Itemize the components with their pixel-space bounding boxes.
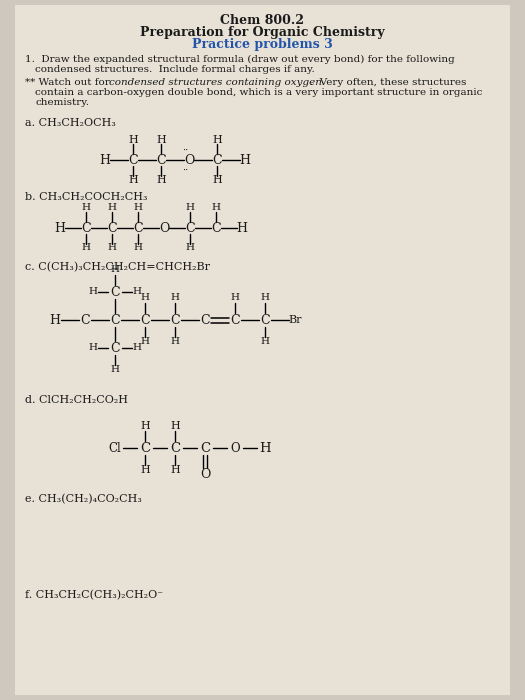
Text: H: H: [212, 175, 222, 185]
Text: condensed structures containing oxygen: condensed structures containing oxygen: [109, 78, 322, 87]
Text: ··: ··: [182, 146, 188, 155]
Text: C: C: [200, 442, 210, 454]
Text: c. C(CH₃)₃CH₂CH₂CH=CHCH₂Br: c. C(CH₃)₃CH₂CH₂CH=CHCH₂Br: [25, 262, 210, 272]
Text: H: H: [89, 288, 98, 297]
Text: H: H: [110, 265, 120, 274]
Text: H: H: [185, 204, 194, 213]
Text: C: C: [110, 342, 120, 354]
Text: H: H: [239, 153, 250, 167]
Text: H: H: [170, 421, 180, 431]
Text: C: C: [140, 314, 150, 326]
Text: H: H: [141, 293, 150, 302]
Text: contain a carbon-oxygen double bond, which is a very important structure in orga: contain a carbon-oxygen double bond, whi…: [35, 88, 482, 97]
Text: C: C: [80, 314, 90, 326]
Text: H: H: [110, 365, 120, 375]
Text: H: H: [156, 135, 166, 145]
Text: H: H: [260, 293, 269, 302]
Text: H: H: [49, 314, 60, 326]
Text: H: H: [81, 204, 90, 213]
Text: H: H: [89, 344, 98, 353]
Text: H: H: [128, 135, 138, 145]
Text: C: C: [133, 221, 143, 234]
Text: f. CH₃CH₂C(CH₃)₂CH₂O⁻: f. CH₃CH₂C(CH₃)₂CH₂O⁻: [25, 590, 163, 601]
Text: Chem 800.2: Chem 800.2: [220, 14, 304, 27]
Text: O: O: [159, 221, 169, 234]
Text: 1.  Draw the expanded structural formula (draw out every bond) for the following: 1. Draw the expanded structural formula …: [25, 55, 455, 64]
Text: C: C: [110, 286, 120, 298]
Text: C: C: [230, 314, 240, 326]
Text: d. ClCH₂CH₂CO₂H: d. ClCH₂CH₂CO₂H: [25, 395, 128, 405]
Text: H: H: [132, 344, 142, 353]
Text: condensed structures.  Include formal charges if any.: condensed structures. Include formal cha…: [35, 65, 315, 74]
Text: H: H: [185, 244, 194, 253]
Text: e. CH₃(CH₂)₄CO₂CH₃: e. CH₃(CH₂)₄CO₂CH₃: [25, 494, 142, 504]
Text: ** Watch out for: ** Watch out for: [25, 78, 113, 87]
Text: Practice problems 3: Practice problems 3: [192, 38, 332, 51]
Text: H: H: [171, 337, 180, 346]
Text: H: H: [141, 337, 150, 346]
Text: a. CH₃CH₂OCH₃: a. CH₃CH₂OCH₃: [25, 118, 116, 128]
Text: O: O: [184, 153, 194, 167]
Text: H: H: [171, 293, 180, 302]
Text: H: H: [140, 421, 150, 431]
Text: C: C: [140, 442, 150, 454]
Text: C: C: [200, 314, 210, 326]
Text: H: H: [260, 337, 269, 346]
Text: H: H: [133, 244, 142, 253]
Text: .  Very often, these structures: . Very often, these structures: [310, 78, 466, 87]
Text: O: O: [230, 442, 240, 454]
Text: ··: ··: [182, 165, 188, 174]
Text: C: C: [170, 442, 180, 454]
Text: Br: Br: [288, 315, 302, 325]
Text: H: H: [100, 153, 110, 167]
Text: H: H: [81, 244, 90, 253]
Text: H: H: [212, 135, 222, 145]
Text: H: H: [170, 465, 180, 475]
Text: H: H: [133, 204, 142, 213]
Text: H: H: [140, 465, 150, 475]
Text: H: H: [132, 288, 142, 297]
Text: O: O: [200, 468, 210, 482]
Text: b. CH₃CH₂COCH₂CH₃: b. CH₃CH₂COCH₂CH₃: [25, 192, 148, 202]
Text: H: H: [230, 293, 239, 302]
Text: C: C: [185, 221, 195, 234]
Text: C: C: [170, 314, 180, 326]
Text: H: H: [156, 175, 166, 185]
Text: C: C: [211, 221, 221, 234]
Text: C: C: [81, 221, 91, 234]
Text: H: H: [212, 204, 220, 213]
Text: C: C: [107, 221, 117, 234]
Text: C: C: [156, 153, 166, 167]
Text: C: C: [128, 153, 138, 167]
Text: H: H: [259, 442, 271, 454]
Text: H: H: [108, 244, 117, 253]
Text: H: H: [108, 204, 117, 213]
Text: Cl: Cl: [109, 442, 121, 454]
Text: C: C: [110, 314, 120, 326]
Text: H: H: [55, 221, 66, 234]
Text: H: H: [236, 221, 247, 234]
Text: C: C: [212, 153, 222, 167]
Text: chemistry.: chemistry.: [35, 98, 89, 107]
Text: Preparation for Organic Chemistry: Preparation for Organic Chemistry: [140, 26, 384, 39]
Text: C: C: [260, 314, 270, 326]
Text: H: H: [128, 175, 138, 185]
